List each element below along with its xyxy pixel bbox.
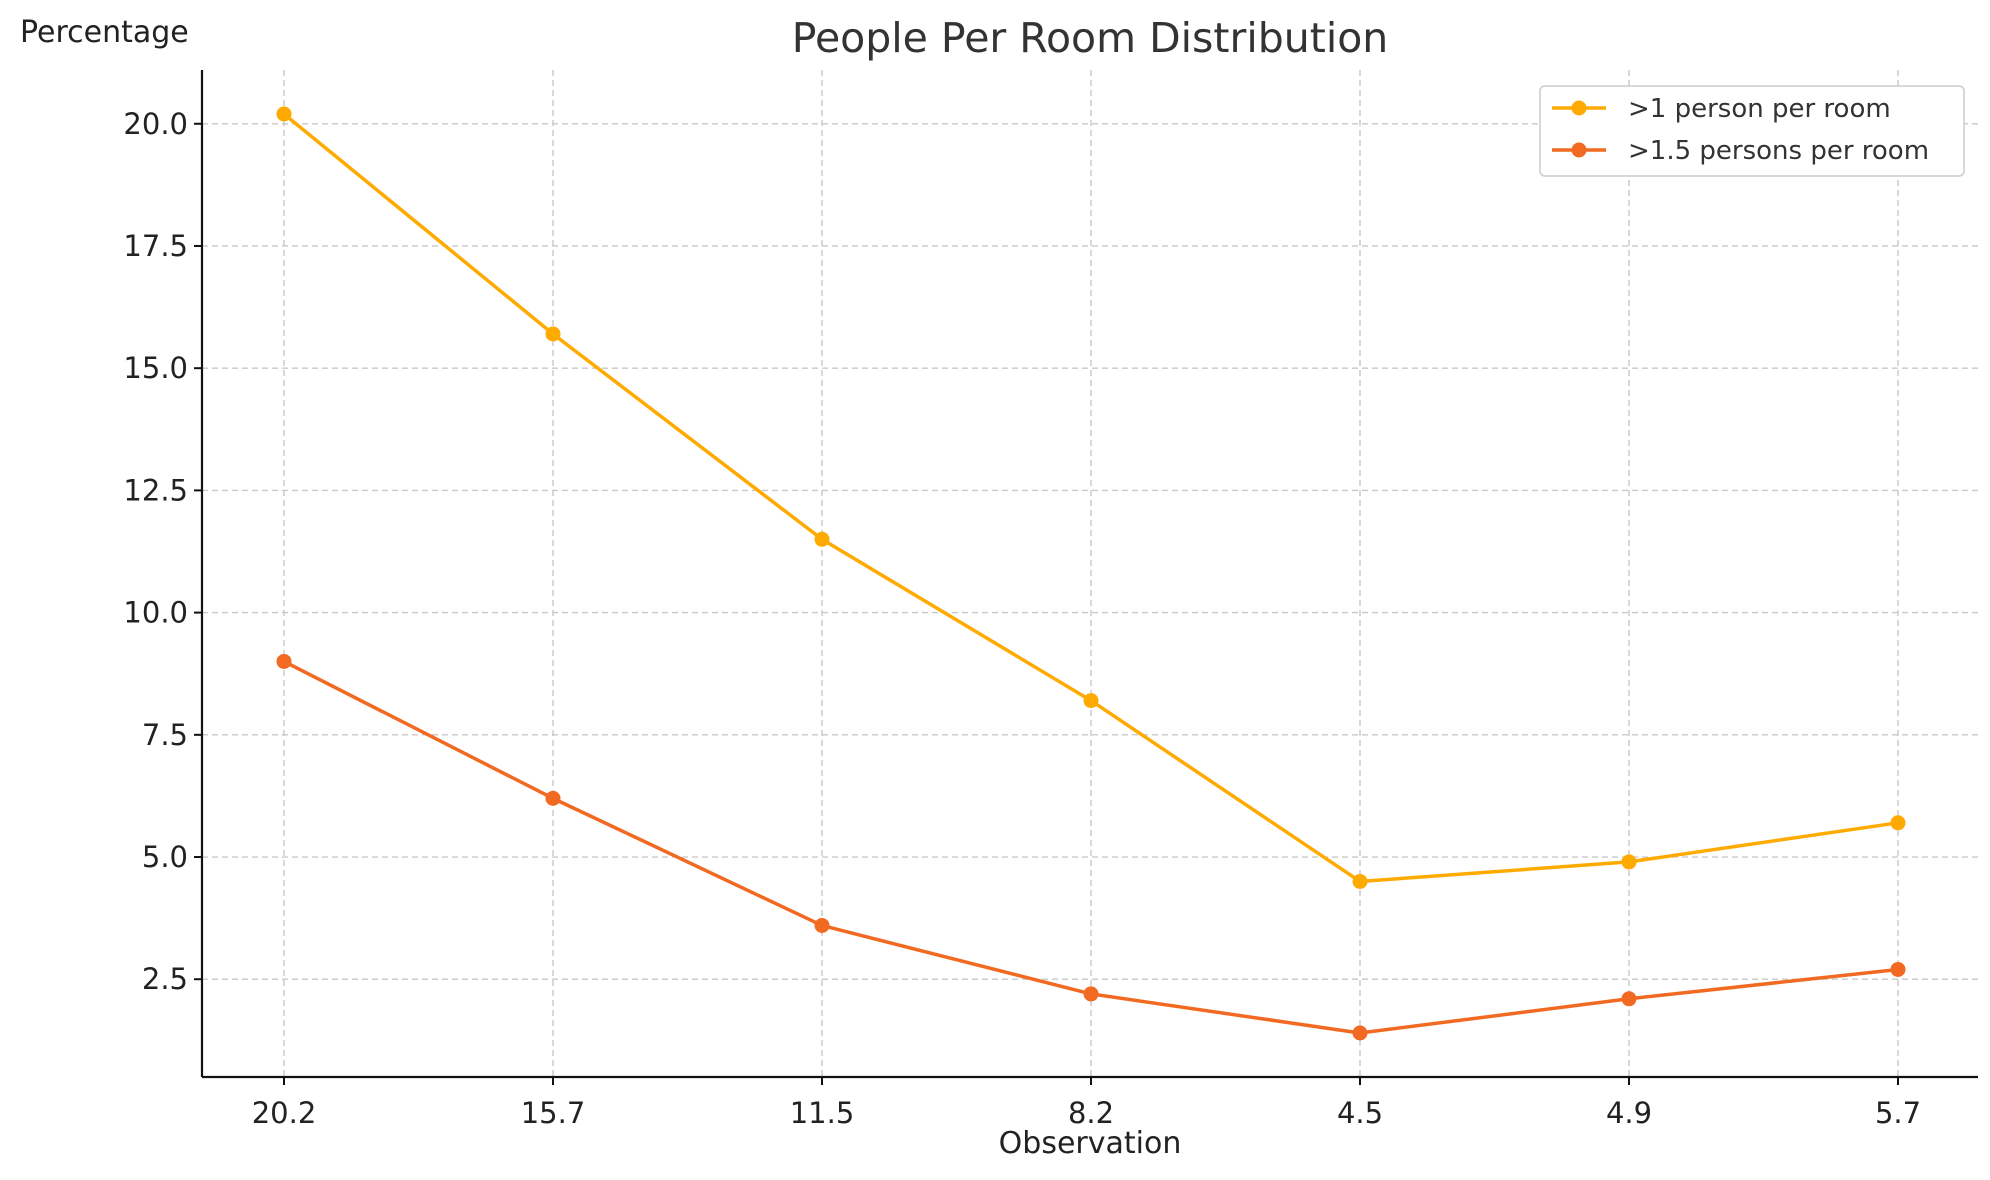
series-1	[276, 106, 1906, 889]
series-2	[276, 653, 1906, 1041]
y-ticks: 2.5 5.0 7.5 10.0 12.5 15.0 17.5 20.0	[123, 107, 202, 996]
series-line	[282, 659, 1900, 1035]
x-tick-label: 8.2	[1068, 1096, 1114, 1130]
legend-label: >1 person per room	[1628, 94, 1891, 124]
data-point	[1621, 991, 1637, 1007]
legend-entry: >1 person per room	[1552, 94, 1891, 124]
data-point	[1083, 986, 1099, 1002]
legend-entry: >1.5 persons per room	[1552, 136, 1929, 166]
y-tick-label: 12.5	[123, 473, 188, 507]
data-point	[1083, 693, 1099, 709]
data-point	[814, 531, 830, 547]
data-point	[1352, 873, 1368, 889]
x-ticks: 20.2 15.7 11.5 8.2 4.5 4.9 5.7	[252, 1077, 1921, 1130]
y-tick-label: 15.0	[123, 351, 188, 385]
data-point	[1890, 815, 1906, 831]
x-axis-label: Observation	[999, 1126, 1182, 1161]
chart-title: People Per Room Distribution	[792, 14, 1389, 62]
legend: >1 person per room >1.5 persons per room	[1539, 85, 1965, 177]
legend-marker	[1571, 142, 1587, 158]
y-tick-label: 20.0	[123, 107, 188, 141]
y-tick-label: 7.5	[142, 718, 188, 752]
y-tick-label: 10.0	[123, 596, 188, 630]
data-point	[276, 106, 292, 122]
y-tick-label: 17.5	[123, 229, 188, 263]
data-point	[1352, 1025, 1368, 1041]
series-layer	[276, 106, 1906, 1041]
data-point	[1621, 854, 1637, 870]
data-point	[814, 917, 830, 933]
series-line	[282, 112, 1900, 884]
data-point	[1890, 961, 1906, 977]
axes	[200, 70, 1978, 1079]
y-tick-label: 5.0	[142, 840, 188, 874]
x-tick-label: 4.5	[1337, 1096, 1383, 1130]
y-axis-label: Percentage	[20, 15, 189, 50]
data-point	[276, 653, 292, 669]
grid-lines	[202, 70, 1978, 1077]
x-tick-label: 5.7	[1875, 1096, 1921, 1130]
x-tick-label: 20.2	[252, 1096, 317, 1130]
y-tick-label: 2.5	[142, 962, 188, 996]
x-tick-label: 4.9	[1606, 1096, 1652, 1130]
data-point	[545, 790, 561, 806]
x-tick-label: 11.5	[790, 1096, 855, 1130]
legend-box	[1539, 85, 1965, 177]
data-point	[545, 326, 561, 342]
x-tick-label: 15.7	[521, 1096, 586, 1130]
legend-label: >1.5 persons per room	[1628, 136, 1929, 166]
legend-marker	[1571, 100, 1587, 116]
